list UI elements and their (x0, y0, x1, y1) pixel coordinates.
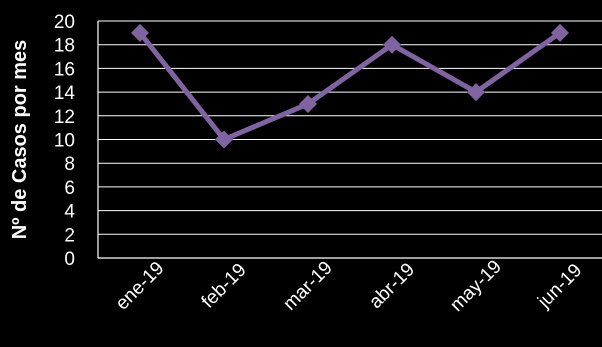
x-tick-label: mar-19 (279, 257, 336, 314)
series-group (131, 23, 569, 149)
series-line (137, 30, 563, 142)
y-tick-label: 20 (54, 12, 75, 33)
y-tick-label: 18 (54, 36, 75, 57)
x-tick-label: jun-19 (533, 260, 586, 313)
data-point-marker (131, 23, 149, 42)
data-point-marker (383, 35, 401, 54)
y-axis-title: Nº de Casos por mes (9, 40, 31, 240)
x-tick-label: ene-19 (112, 258, 169, 315)
y-tick-label: 8 (64, 154, 75, 175)
data-point-marker (299, 94, 317, 113)
y-tick-label: 16 (54, 59, 75, 80)
axes (97, 21, 602, 259)
y-tick-label: 12 (54, 107, 75, 128)
gridlines (98, 20, 602, 235)
y-tick-label: 0 (64, 249, 75, 270)
x-tick-labels: ene-19 feb-19 mar-19 abr-19 may-19 jun-19 (112, 256, 586, 316)
y-tick-label: 4 (64, 202, 75, 223)
data-point-marker (467, 83, 485, 102)
data-point-marker (551, 23, 569, 42)
y-tick-label: 2 (64, 225, 75, 246)
x-tick-label: may-19 (446, 256, 506, 316)
y-tick-label: 10 (54, 131, 75, 152)
y-tick-label: 14 (54, 83, 76, 104)
y-tick-label: 6 (64, 178, 75, 199)
data-point-marker (215, 130, 233, 149)
x-tick-label: feb-19 (198, 260, 251, 313)
x-tick-label: abr-19 (365, 259, 419, 313)
